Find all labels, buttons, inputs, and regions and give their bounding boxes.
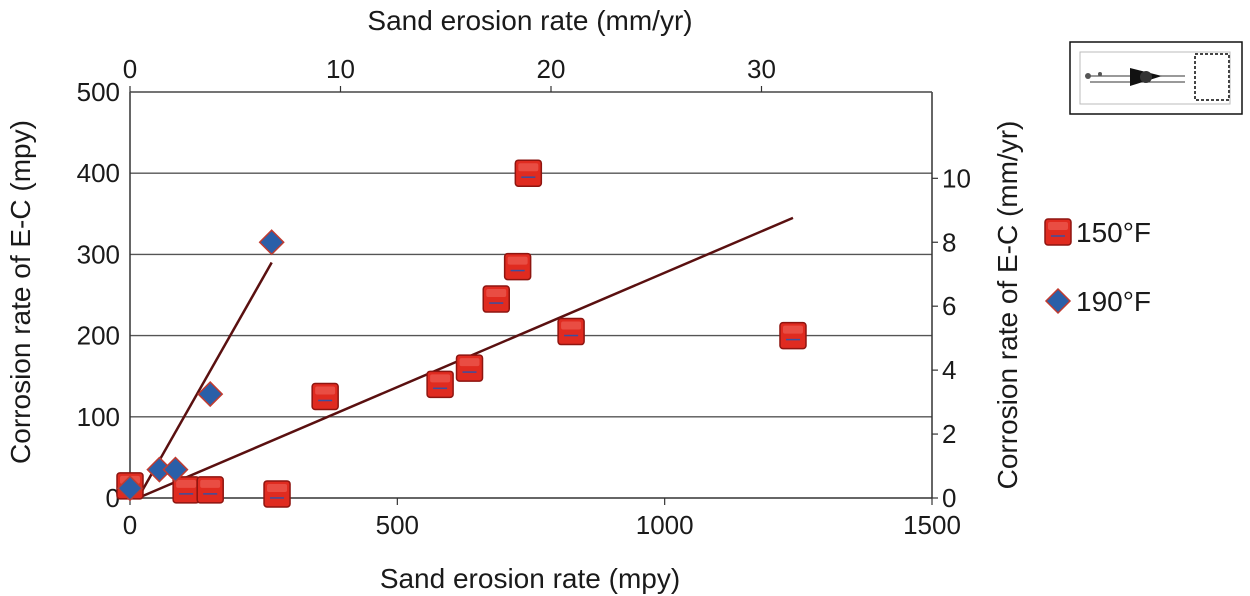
y-right-tick-label: 8 bbox=[942, 227, 956, 257]
data-point-150f bbox=[514, 159, 543, 187]
y-right-tick-label: 2 bbox=[942, 419, 956, 449]
y-left-tick-label: 500 bbox=[77, 77, 120, 107]
x-top-tick-label: 30 bbox=[747, 54, 776, 84]
axes bbox=[129, 91, 933, 499]
y-left-axis-title: Corrosion rate of E-C (mpy) bbox=[5, 120, 36, 464]
data-point-150f bbox=[426, 370, 454, 399]
data-point-150f bbox=[263, 480, 291, 508]
legend: 150°F 190°F bbox=[1044, 217, 1151, 317]
y-right-tick-label: 10 bbox=[942, 163, 971, 193]
data-point-150f bbox=[311, 382, 339, 411]
y-right-tick-label: 0 bbox=[942, 483, 956, 513]
x-bottom-tick-label: 1500 bbox=[903, 510, 961, 540]
data-point-190f bbox=[116, 475, 144, 502]
x-bottom-tick-label: 1000 bbox=[636, 510, 694, 540]
legend-label: 150°F bbox=[1076, 217, 1151, 248]
x-top-tick-label: 0 bbox=[123, 54, 137, 84]
grid-lines bbox=[130, 91, 932, 418]
data-point-150f bbox=[172, 476, 200, 504]
y-left-tick-label: 300 bbox=[77, 239, 120, 269]
legend-marker-190f bbox=[1044, 287, 1072, 315]
x-top-tick-label: 10 bbox=[326, 54, 355, 84]
y-left-tick-label: 100 bbox=[77, 402, 120, 432]
y-left-tick-label: 400 bbox=[77, 158, 120, 188]
x-bottom-tick-label: 500 bbox=[376, 510, 419, 540]
data-point-150f bbox=[482, 285, 510, 313]
data-point-150f bbox=[196, 476, 224, 504]
y-right-tick-label: 4 bbox=[942, 355, 956, 385]
y-right-axis-title: Corrosion rate of E-C (mm/yr) bbox=[992, 121, 1023, 490]
x-bottom-tick-label: 0 bbox=[123, 510, 137, 540]
data-point-150f bbox=[557, 317, 585, 346]
data-point-150f bbox=[503, 252, 532, 281]
data-point-150f bbox=[455, 354, 484, 382]
data-point-190f bbox=[258, 229, 285, 256]
y-right-tick-label: 6 bbox=[942, 291, 956, 321]
x-top-axis-title: Sand erosion rate (mm/yr) bbox=[367, 5, 692, 36]
legend-marker-150f bbox=[1044, 218, 1072, 246]
inset-image bbox=[1069, 41, 1243, 115]
data-point-150f bbox=[779, 321, 807, 350]
x-top-tick-label: 20 bbox=[537, 54, 566, 84]
data-point-190f bbox=[162, 456, 189, 483]
y-left-tick-label: 200 bbox=[77, 321, 120, 351]
data-points bbox=[116, 159, 807, 508]
x-bottom-axis-title: Sand erosion rate (mpy) bbox=[380, 563, 680, 594]
legend-label: 190°F bbox=[1076, 286, 1151, 317]
data-point-190f bbox=[197, 381, 224, 408]
